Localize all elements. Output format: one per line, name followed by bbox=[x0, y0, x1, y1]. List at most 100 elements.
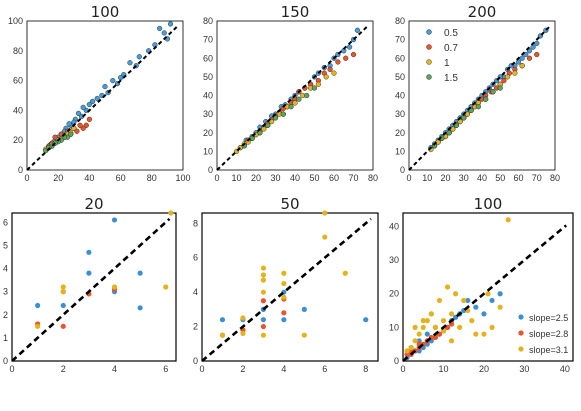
y-tick-label: 70 bbox=[203, 35, 213, 45]
x-tick-label: 2 bbox=[61, 364, 66, 374]
data-point-series-2 bbox=[526, 55, 533, 61]
reference-line-y-equals-x bbox=[201, 217, 372, 362]
data-point-series-1 bbox=[354, 27, 361, 33]
x-tick-label: 0 bbox=[400, 364, 405, 374]
data-point-series-1 bbox=[519, 55, 525, 61]
data-point-series-2 bbox=[260, 323, 266, 330]
x-tick-label: 0 bbox=[199, 364, 204, 374]
data-point-series-4 bbox=[249, 135, 255, 141]
y-tick-label: 70 bbox=[395, 35, 405, 45]
data-point-series-4 bbox=[490, 89, 496, 95]
data-point-series-3 bbox=[481, 331, 487, 337]
data-point-series-3 bbox=[292, 100, 298, 106]
data-point-series-1 bbox=[86, 101, 93, 108]
data-point-series-3 bbox=[444, 284, 451, 290]
data-point-series-3 bbox=[435, 139, 441, 145]
data-point-series-1 bbox=[424, 331, 430, 337]
x-tick-label: 40 bbox=[477, 173, 487, 183]
data-point-series-3 bbox=[432, 324, 438, 330]
y-tick-label: 20 bbox=[13, 135, 23, 145]
x-tick-label: 80 bbox=[368, 173, 378, 183]
data-point-series-3 bbox=[168, 210, 174, 216]
y-tick-label: 40 bbox=[203, 91, 213, 101]
data-point-series-3 bbox=[489, 324, 495, 330]
data-point-series-3 bbox=[416, 331, 422, 337]
data-point-series-1 bbox=[347, 44, 353, 50]
x-tick-label: 20 bbox=[479, 364, 489, 374]
data-point-series-4 bbox=[265, 122, 271, 128]
legend-label: 0.5 bbox=[444, 28, 458, 39]
y-tick-label: 5 bbox=[3, 240, 8, 250]
x-tick-label: 20 bbox=[53, 173, 63, 183]
data-point-series-1 bbox=[117, 75, 124, 81]
data-point-series-3 bbox=[473, 331, 479, 337]
data-point-series-2 bbox=[350, 51, 357, 58]
legend: slope=2.5 slope=2.8 slope=3.1 bbox=[518, 313, 568, 355]
data-point-series-3 bbox=[240, 330, 246, 337]
legend-marker bbox=[518, 330, 524, 336]
data-point-series-2 bbox=[74, 128, 80, 134]
y-tick-label: 4 bbox=[193, 287, 198, 297]
y-tick-label: 4 bbox=[3, 264, 8, 274]
data-point-series-3 bbox=[322, 210, 328, 216]
data-point-series-3 bbox=[60, 289, 66, 295]
x-tick-label: 4 bbox=[112, 364, 117, 374]
data-point-series-4 bbox=[475, 104, 481, 110]
y-tick-label: 20 bbox=[389, 289, 399, 299]
x-tick-label: 20 bbox=[440, 173, 450, 183]
data-point-series-3 bbox=[111, 284, 118, 290]
data-point-series-2 bbox=[86, 116, 93, 122]
x-tick-label: 2 bbox=[240, 364, 245, 374]
legend-label: slope=3.1 bbox=[529, 345, 568, 355]
data-point-series-3 bbox=[412, 338, 418, 344]
data-point-series-1 bbox=[127, 60, 133, 66]
panel-title: 150 bbox=[281, 3, 310, 21]
data-point-series-4 bbox=[446, 130, 452, 136]
y-tick-label: 30 bbox=[389, 255, 399, 265]
data-point-series-2 bbox=[80, 125, 86, 131]
data-point-series-3 bbox=[504, 74, 511, 80]
legend-marker bbox=[426, 74, 432, 80]
y-tick-label: 0 bbox=[394, 356, 399, 366]
data-point-series-1 bbox=[281, 317, 287, 323]
data-point-series-3 bbox=[240, 315, 246, 321]
data-point-series-3 bbox=[448, 311, 455, 317]
data-point-series-4 bbox=[288, 104, 294, 110]
data-point-series-4 bbox=[461, 115, 467, 121]
data-point-series-1 bbox=[137, 305, 143, 311]
data-point-series-1 bbox=[301, 306, 307, 312]
y-tick-label: 0 bbox=[3, 356, 8, 366]
legend-marker bbox=[426, 59, 432, 65]
data-point-series-1 bbox=[157, 25, 163, 32]
x-tick-label: 40 bbox=[560, 364, 570, 374]
data-point-series-3 bbox=[485, 291, 491, 297]
data-point-series-3 bbox=[281, 280, 287, 287]
data-point-series-3 bbox=[219, 332, 226, 338]
panel-2: 150 0 10 20 30 40 50 60 70 80 0 10 20 30 40 50 60 70 80 bbox=[203, 3, 378, 183]
data-point-series-1 bbox=[497, 291, 503, 297]
data-point-series-1 bbox=[137, 270, 143, 276]
data-point-series-3 bbox=[261, 126, 267, 132]
y-tick-label: 0 bbox=[400, 165, 405, 175]
y-tick-label: 60 bbox=[395, 53, 405, 63]
reference-line-y-equals-x bbox=[402, 224, 568, 362]
legend-label: slope=2.8 bbox=[529, 329, 568, 339]
data-point-series-3 bbox=[428, 311, 434, 317]
y-tick-label: 2 bbox=[3, 310, 8, 320]
x-tick-label: 100 bbox=[175, 173, 190, 183]
x-tick-label: 6 bbox=[163, 364, 168, 374]
y-tick-label: 30 bbox=[395, 109, 405, 119]
x-tick-label: 20 bbox=[251, 173, 261, 183]
data-point-series-1 bbox=[260, 317, 266, 323]
y-tick-label: 60 bbox=[203, 53, 213, 63]
y-tick-label: 60 bbox=[13, 76, 23, 86]
data-point-series-1 bbox=[219, 317, 226, 323]
y-tick-label: 8 bbox=[193, 218, 198, 228]
y-tick-label: 10 bbox=[395, 146, 405, 156]
data-point-series-3 bbox=[163, 284, 169, 290]
panel-title: 50 bbox=[280, 195, 299, 213]
y-tick-label: 10 bbox=[203, 146, 213, 156]
data-point-series-1 bbox=[530, 44, 536, 50]
data-point-series-1 bbox=[86, 270, 92, 276]
